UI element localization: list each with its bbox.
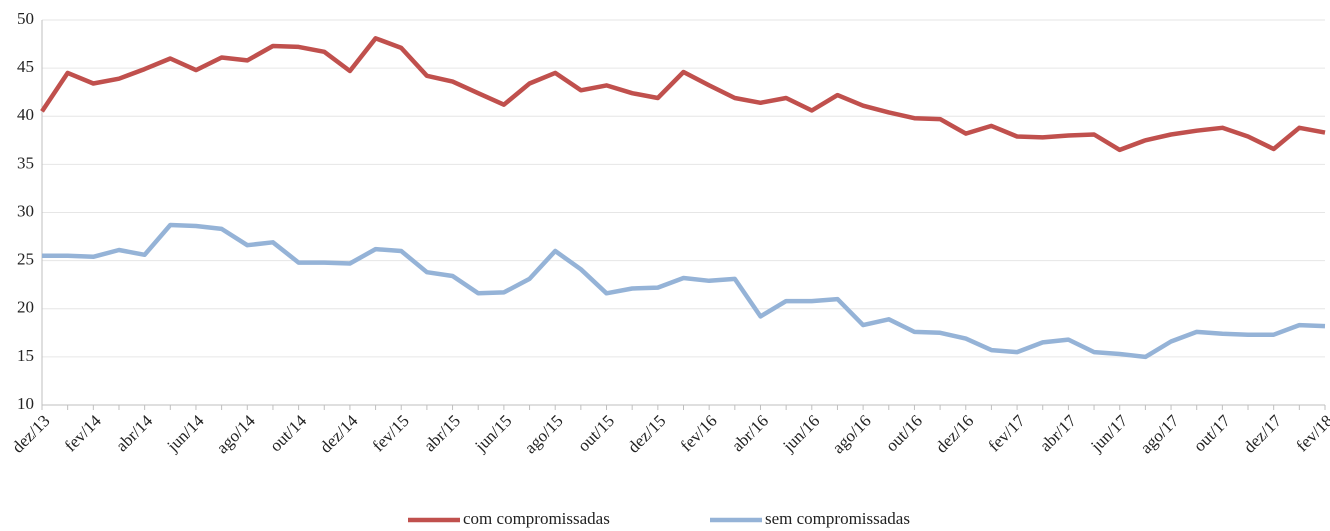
legend-label: sem compromissadas	[765, 509, 910, 528]
x-tick-label: jun/16	[779, 411, 824, 456]
x-tick-label: ago/15	[521, 411, 567, 457]
y-tick-label: 40	[17, 105, 34, 124]
x-tick-label: out/16	[882, 411, 926, 455]
x-tick-label: dez/14	[316, 411, 362, 457]
x-tick-label: fev/17	[985, 411, 1029, 455]
x-tick-label: fev/16	[677, 411, 721, 455]
y-tick-label: 10	[17, 394, 34, 413]
x-tick-label: dez/15	[624, 411, 669, 456]
x-tick-label: abr/16	[728, 411, 772, 455]
x-tick-label: fev/14	[61, 411, 105, 455]
y-tick-label: 35	[17, 153, 34, 172]
y-tick-label: 50	[17, 9, 34, 28]
y-tick-label: 20	[17, 298, 34, 317]
x-tick-label: dez/13	[8, 411, 53, 456]
x-tick-label: fev/15	[369, 411, 413, 455]
x-tick-label: dez/17	[1240, 411, 1286, 457]
y-tick-label: 15	[17, 346, 34, 365]
x-tick-label: abr/15	[420, 411, 464, 455]
x-tick-label: ago/17	[1136, 411, 1183, 458]
y-tick-label: 45	[17, 57, 34, 76]
x-tick-label: abr/14	[112, 411, 156, 455]
x-tick-label: out/14	[266, 411, 311, 456]
x-tick-label: jun/14	[163, 411, 208, 456]
x-tick-label: ago/14	[213, 411, 260, 458]
series-line	[42, 222, 1326, 360]
legend-label: com compromissadas	[463, 509, 610, 528]
y-tick-label: 30	[17, 201, 34, 220]
x-tick-label: fev/18	[1292, 411, 1330, 455]
x-tick-label: ago/16	[829, 411, 875, 457]
x-tick-label: out/17	[1190, 411, 1235, 456]
x-tick-label: dez/16	[932, 411, 977, 456]
x-tick-label: abr/17	[1036, 411, 1080, 455]
y-tick-label: 25	[17, 250, 34, 269]
x-tick-label: out/15	[574, 411, 618, 455]
series-line	[40, 36, 1326, 153]
x-tick-label: jun/17	[1086, 411, 1131, 456]
x-tick-label: jun/15	[471, 411, 516, 456]
